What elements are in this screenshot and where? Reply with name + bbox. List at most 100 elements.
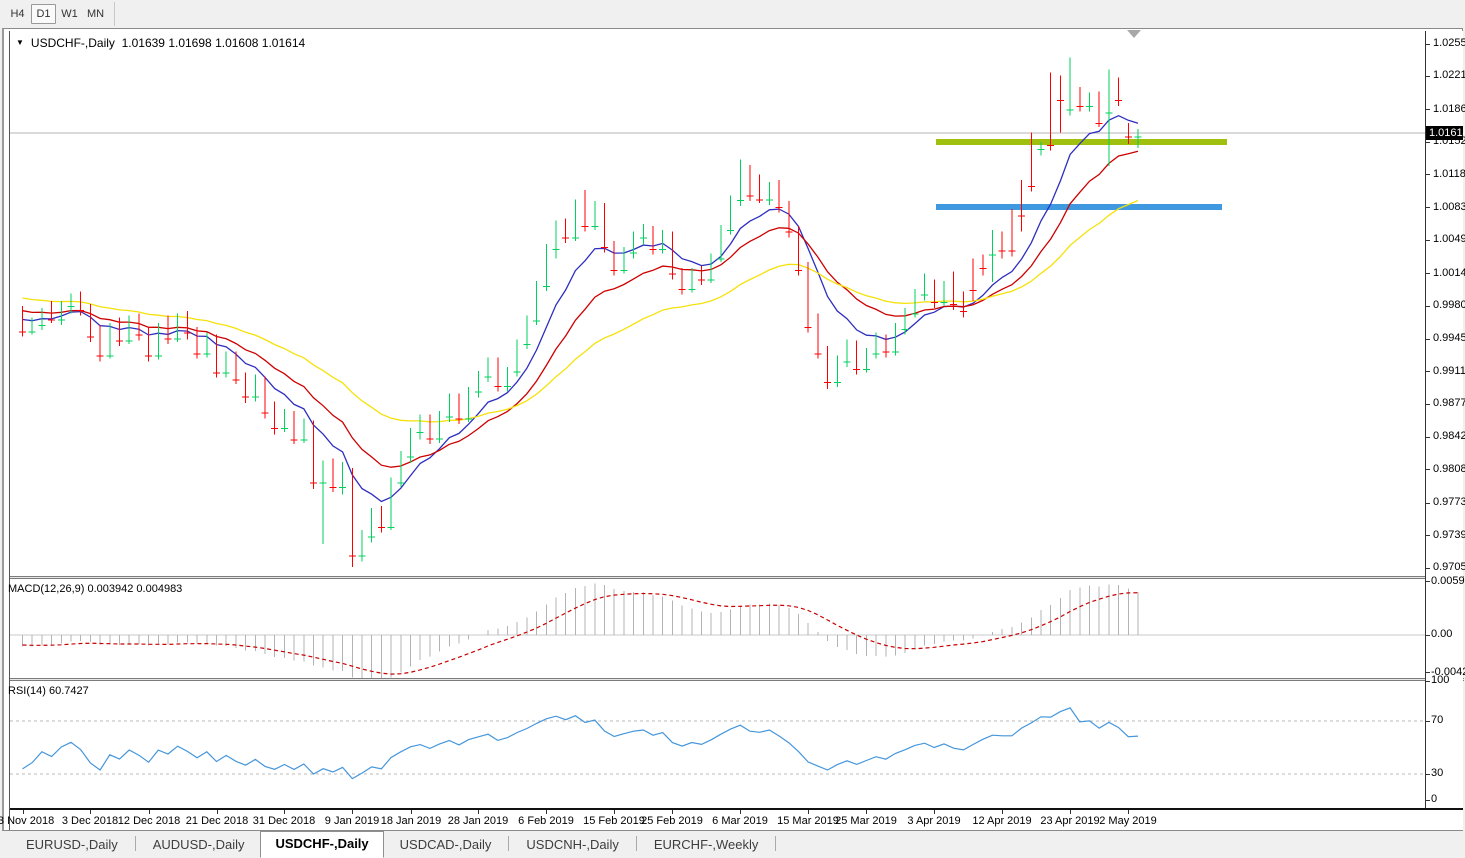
date-axis-tick [1128, 810, 1129, 814]
price-axis-tick [1426, 240, 1430, 241]
price-axis-label: 1.01520 [1433, 135, 1465, 147]
toolbar-separator [114, 2, 115, 26]
date-axis-label: 23 Apr 2019 [1040, 815, 1100, 827]
rsi-pane-canvas[interactable] [10, 681, 1425, 807]
timeframe-button-d1[interactable]: D1 [31, 4, 56, 24]
macd-axis-tick [1426, 672, 1430, 673]
chart-title-symbol: USDCHF-,Daily [30, 36, 115, 50]
rsi-axis-tick [1426, 774, 1430, 775]
price-axis-tick [1426, 306, 1430, 307]
date-axis-tick [740, 810, 741, 814]
price-axis-label: 1.01180 [1433, 168, 1465, 180]
ohlc-close: 1.01614 [261, 36, 306, 50]
date-axis-tick [1070, 810, 1071, 814]
date-axis-tick [411, 810, 412, 814]
price-axis-tick [1426, 469, 1430, 470]
date-axis-label: 3 Dec 2018 [61, 815, 119, 827]
date-axis-label: 31 Dec 2018 [252, 815, 316, 827]
date-axis-tick [217, 810, 218, 814]
date-axis-label: 6 Feb 2019 [518, 815, 574, 827]
macd-axis-tick [1426, 581, 1430, 582]
date-axis-tick [352, 810, 353, 814]
price-axis[interactable] [1425, 31, 1463, 808]
tab-separator [134, 836, 136, 851]
tab-usdchf-daily[interactable]: USDCHF-,Daily [260, 831, 384, 858]
date-axis-tick [614, 810, 615, 814]
price-axis-label: 1.00490 [1433, 233, 1465, 245]
date-axis-tick [546, 810, 547, 814]
macd-axis-label: 0.00 [1431, 628, 1453, 640]
date-axis-label: 12 Dec 2018 [117, 815, 181, 827]
chart-tabs-bar: EURUSD-,Daily AUDUSD-,Daily USDCHF-,Dail… [0, 831, 1465, 858]
date-axis-tick [672, 810, 673, 814]
date-axis-tick [149, 810, 150, 814]
tab-separator [635, 836, 637, 851]
pane-separator-macd[interactable] [10, 576, 1464, 579]
date-axis-label: 15 Feb 2019 [583, 815, 645, 827]
price-axis-tick [1426, 174, 1430, 175]
date-axis-label: 2 May 2019 [1099, 815, 1157, 827]
date-axis-tick [934, 810, 935, 814]
timeframe-toolbar: H4 D1 W1 MN [0, 0, 1465, 28]
chart-title: ▼ USDCHF-,Daily 1.01639 1.01698 1.01608 1… [16, 36, 305, 50]
price-axis-tick [1426, 503, 1430, 504]
date-axis-tick [1002, 810, 1003, 814]
date-axis-label: 12 Apr 2019 [972, 815, 1032, 827]
price-axis-tick [1426, 142, 1430, 143]
date-axis-tick [478, 810, 479, 814]
macd-pane-canvas[interactable] [10, 580, 1425, 678]
symbol-dropdown-icon[interactable]: ▼ [16, 38, 24, 47]
price-axis-label: 1.01860 [1433, 103, 1465, 115]
ohlc-high: 1.01698 [168, 36, 212, 50]
tab-audusd-daily[interactable]: AUDUSD-,Daily [152, 837, 245, 852]
price-axis-tick [1426, 404, 1430, 405]
current-price-tag: 1.01614 [1426, 126, 1465, 140]
axis-base-line [10, 808, 1463, 810]
tab-usdcad-daily[interactable]: USDCAD-,Daily [399, 837, 492, 852]
pane-separator-rsi[interactable] [10, 678, 1464, 681]
timeframe-button-h4[interactable]: H4 [10, 8, 25, 20]
rsi-axis-tick [1426, 681, 1430, 682]
rsi-label: RSI(14) 60.7427 [8, 685, 89, 697]
date-axis-label: 25 Mar 2019 [835, 815, 897, 827]
date-axis-label: 28 Jan 2019 [447, 815, 509, 827]
price-axis-tick [1426, 109, 1430, 110]
tab-usdcnh-daily[interactable]: USDCNH-,Daily [526, 837, 619, 852]
price-pane-canvas[interactable] [10, 31, 1425, 576]
date-axis-label: 9 Jan 2019 [324, 815, 380, 827]
price-axis-tick [1426, 76, 1430, 77]
tab-separator [508, 836, 510, 851]
macd-axis-tick [1426, 635, 1430, 636]
date-axis-tick [866, 810, 867, 814]
macd-label: MACD(12,26,9) 0.003942 0.004983 [8, 583, 183, 595]
macd-axis-label: -0.004243 [1431, 666, 1465, 678]
tab-eurusd-daily[interactable]: EURUSD-,Daily [26, 837, 118, 852]
date-axis-label: 15 Mar 2019 [777, 815, 839, 827]
timeframe-button-mn[interactable]: MN [86, 8, 105, 20]
price-axis-label: 1.02550 [1433, 37, 1465, 49]
price-axis-tick [1426, 535, 1430, 536]
price-axis-tick [1426, 207, 1430, 208]
timeframe-button-w1[interactable]: W1 [61, 8, 78, 20]
tab-separator [775, 836, 777, 851]
date-axis-label: 23 Nov 2018 [0, 815, 55, 827]
chart-shift-marker-icon[interactable] [1127, 30, 1141, 38]
rsi-axis-label: 0 [1431, 793, 1438, 805]
tab-eurchf-weekly[interactable]: EURCHF-,Weekly [653, 837, 759, 852]
rsi-axis-tick [1426, 800, 1430, 801]
date-axis-tick [284, 810, 285, 814]
date-axis-tick [90, 810, 91, 814]
rsi-axis-label: 70 [1431, 714, 1444, 726]
price-axis-tick [1426, 44, 1430, 45]
